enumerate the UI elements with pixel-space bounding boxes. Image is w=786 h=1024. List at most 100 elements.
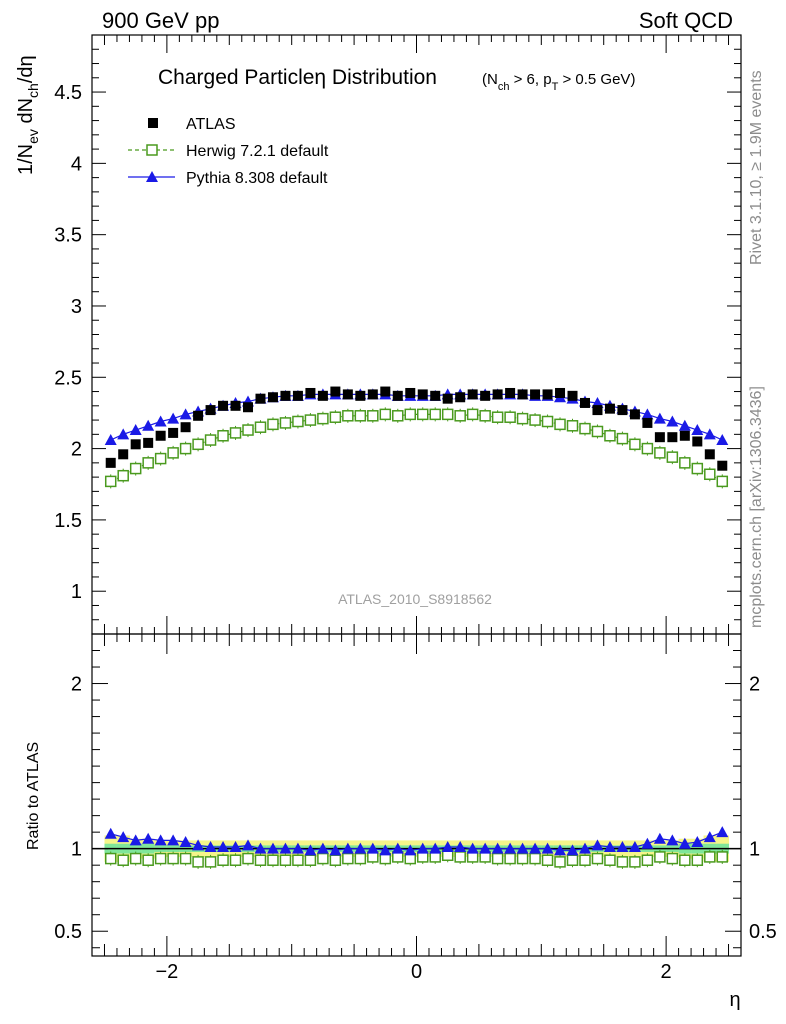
ratio-pythia-point [366,842,379,854]
ratio-herwig-point [242,852,254,865]
herwig-point [304,414,317,426]
herwig-point [204,434,217,446]
herwig-point [641,442,654,455]
pythia-point [653,412,666,424]
atlas-point [243,402,254,413]
pythia-point [716,434,729,446]
herwig-point [267,418,279,431]
ratio-pythia-point [391,842,404,854]
ratio-pythia-point [603,841,616,853]
atlas-point [629,409,640,420]
ratio-herwig-point [354,852,367,865]
atlas-point [267,392,278,403]
main-ytick-label: 1.5 [54,510,82,532]
ratio-herwig-point [279,854,292,866]
herwig-point [367,410,379,422]
ratio-pythia-point [691,836,704,848]
herwig-point [167,447,179,459]
herwig-point [104,475,117,488]
herwig-point [716,475,729,488]
ratio-pythia-point [703,831,716,843]
x-axis-label: η [729,989,740,1011]
herwig-point [491,411,504,423]
atlas-point [467,389,478,400]
x-tick-label: −2 [155,961,178,983]
category-label: Soft QCD [639,8,733,33]
herwig-point [404,408,417,421]
herwig-point [466,408,479,421]
ratio-herwig-point [529,852,541,865]
ratio-pythia-point [179,836,192,848]
main-ytick-label: 1 [71,581,82,603]
ratio-pythia-point [192,839,205,851]
herwig-point [329,411,342,423]
ratio-herwig-point [679,854,691,866]
ratio-pythia-point [229,841,242,853]
ratio-panel: 0.5 0.5 1 1 2 2 −2 0 2 Ratio to ATLAS η [25,633,777,1011]
ratio-pythia-point [379,844,392,856]
ratio-herwig-point [142,854,154,866]
ratio-herwig-point [579,854,591,866]
atlas-point [417,389,428,400]
mcplots-label: mcplots.cern.ch [arXiv:1306.3436] [748,386,765,628]
herwig-point [616,432,629,445]
ratio-herwig-point [104,852,117,865]
ratio-pythia-point [441,841,454,853]
ratio-pythia-point [678,837,691,849]
ratio-pythia-point [354,842,367,854]
herwig-point [292,415,304,428]
herwig-point [254,421,267,433]
analysis-id: ATLAS_2010_S8918562 [338,591,492,607]
herwig-line [110,413,723,482]
main-series-layer [104,386,729,489]
ratio-herwig-point [154,852,167,865]
pythia-point [142,419,155,431]
atlas-point [654,432,665,443]
ratio-herwig-point [267,854,279,866]
atlas-point [567,390,578,401]
ratio-pythia-point [466,842,479,854]
legend-marker-herwig [146,144,158,156]
ratio-herwig-point [554,856,566,868]
atlas-point [717,460,728,471]
ratio-herwig-point [616,856,629,868]
herwig-point [392,410,404,422]
atlas-point [517,389,528,400]
ratio-herwig-point [604,854,616,866]
herwig-point [379,408,392,421]
ratio-pythia-point [154,834,167,846]
herwig-point [429,408,441,421]
ratio-herwig-point [716,851,729,863]
atlas-point [155,430,166,441]
atlas-point [330,386,341,397]
pythia-point [691,424,704,436]
herwig-point [554,418,566,431]
atlas-point [305,387,316,398]
ratio-herwig-point [179,852,192,865]
herwig-point [242,424,254,436]
pythia-point [129,424,142,436]
legend-marker-atlas [148,118,158,128]
herwig-point [679,457,691,469]
atlas-point [105,457,116,468]
ratio-pythia-point [266,842,279,854]
main-ytick-label: 3.5 [54,225,82,247]
ratio-pythia-point [491,842,504,854]
atlas-point [542,389,553,400]
main-ytick-label: 4 [71,153,82,175]
atlas-point [118,449,129,460]
ratio-herwig-point [329,854,342,866]
atlas-point [530,389,541,400]
herwig-point [604,430,616,442]
herwig-point [179,442,192,455]
atlas-point [205,405,216,416]
ratio-herwig-point [342,852,354,865]
pythia-point [641,408,654,420]
atlas-point [143,437,154,448]
herwig-point [629,438,641,451]
ratio-pythia-point [504,842,517,854]
herwig-point [279,417,292,429]
herwig-point [591,425,604,438]
atlas-point [230,400,241,411]
ratio-pythia-point [129,834,142,846]
